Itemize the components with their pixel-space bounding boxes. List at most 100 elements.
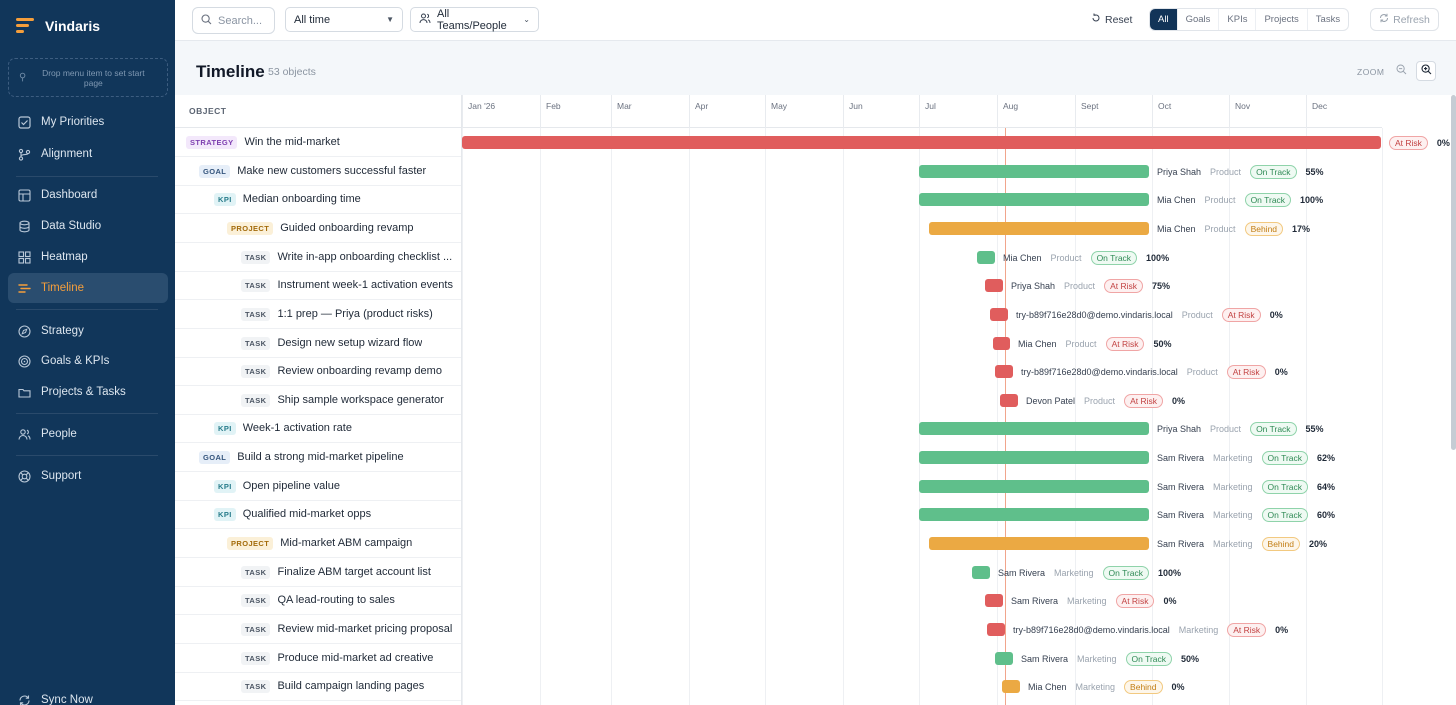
table-row[interactable]: TASK Build campaign landing pages	[175, 672, 461, 701]
sync-icon	[18, 694, 31, 705]
sidebar-item-support[interactable]: Support	[8, 461, 168, 491]
status-badge: At Risk	[1105, 336, 1145, 351]
timeline-bar[interactable]	[1000, 394, 1018, 407]
table-row[interactable]: KPI Median onboarding time	[175, 185, 461, 214]
owner-name: Sam Rivera	[998, 567, 1046, 578]
timeline-bar[interactable]	[985, 594, 1003, 607]
row-meta: Priya Shah Product On Track 55%	[1157, 421, 1324, 436]
row-meta: Priya Shah Product On Track 55%	[1157, 164, 1324, 179]
timeline-bar[interactable]	[919, 193, 1149, 206]
search-box[interactable]	[192, 7, 275, 34]
timeline-bar[interactable]	[919, 451, 1149, 464]
timeline-bar[interactable]	[929, 537, 1149, 550]
filter-kpis[interactable]: KPIs	[1219, 9, 1257, 30]
status-badge: On Track	[1250, 421, 1297, 436]
row-label: Build a strong mid-market pipeline	[237, 451, 404, 463]
timeline-bar[interactable]	[462, 136, 1381, 149]
sidebar-item-dashboard[interactable]: Dashboard	[8, 180, 168, 210]
table-row[interactable]: TASK Produce mid-market ad creative	[175, 644, 461, 673]
type-badge: PROJECT	[227, 221, 274, 235]
filter-all[interactable]: All	[1150, 9, 1178, 30]
zoom-out-button[interactable]	[1391, 61, 1411, 81]
team-filter-select[interactable]: All Teams/People ⌄	[410, 7, 539, 32]
type-badge: GOAL	[199, 450, 231, 464]
timeline-bar[interactable]	[987, 623, 1005, 636]
row-label: Design new setup wizard flow	[277, 337, 423, 349]
owner-name: Priya Shah	[1011, 280, 1056, 291]
brand[interactable]: Vindaris	[16, 17, 100, 35]
timeline-bar[interactable]	[972, 566, 990, 579]
timeline-bar[interactable]	[919, 165, 1149, 178]
timeline-bar[interactable]	[1002, 680, 1020, 693]
owner-name: Devon Patel	[1026, 395, 1076, 406]
timeline-bar[interactable]	[919, 508, 1149, 521]
table-row[interactable]: TASK Review mid-market pricing proposal	[175, 615, 461, 644]
row-meta: Sam Rivera Marketing Behind 20%	[1157, 536, 1327, 551]
sidebar-item-projects-tasks[interactable]: Projects & Tasks	[8, 377, 168, 407]
sidebar-item-strategy[interactable]: Strategy	[8, 316, 168, 346]
table-row[interactable]: TASK Write in-app onboarding checklist ..…	[175, 243, 461, 272]
filter-goals[interactable]: Goals	[1178, 9, 1220, 30]
status-badge: Behind	[1244, 221, 1284, 236]
row-meta: Mia Chen Product At Risk 50%	[1018, 336, 1172, 351]
row-label: Review mid-market pricing proposal	[277, 623, 453, 635]
table-row[interactable]: TASK QA lead-routing to sales	[175, 586, 461, 615]
status-badge: On Track	[1125, 651, 1173, 666]
timeline-bar[interactable]	[919, 422, 1149, 435]
table-row[interactable]: KPI Qualified mid-market opps	[175, 500, 461, 529]
sidebar-item-heatmap[interactable]: Heatmap	[8, 242, 168, 272]
table-row[interactable]: TASK 1:1 prep — Priya (product risks)	[175, 300, 461, 329]
type-badge: GOAL	[199, 164, 231, 178]
type-badge: TASK	[241, 336, 271, 350]
timeline-bar[interactable]	[995, 652, 1013, 665]
time-filter-select[interactable]: All time ▼	[285, 7, 403, 32]
sidebar-item-my-priorities[interactable]: My Priorities	[8, 107, 168, 137]
timeline-bar[interactable]	[919, 480, 1149, 493]
refresh-button[interactable]: Refresh	[1370, 8, 1439, 31]
filter-projects[interactable]: Projects	[1256, 9, 1308, 30]
progress-percent: 55%	[1305, 423, 1324, 434]
sidebar-item-goals-kpis[interactable]: Goals & KPIs	[8, 346, 168, 376]
reset-button[interactable]: Reset	[1091, 13, 1132, 26]
sidebar-item-data-studio[interactable]: Data Studio	[8, 211, 168, 241]
timeline-bar[interactable]	[977, 251, 995, 264]
start-page-dropzone[interactable]: ⚲ Drop menu item to set start page	[8, 58, 168, 97]
type-badge: TASK	[241, 565, 271, 579]
table-row[interactable]: STRATEGY Win the mid-market	[175, 128, 461, 157]
row-meta: Sam Rivera Marketing On Track 60%	[1157, 507, 1335, 522]
table-row[interactable]: TASK Finalize ABM target account list	[175, 558, 461, 587]
table-row[interactable]: GOAL Build a strong mid-market pipeline	[175, 443, 461, 472]
table-row[interactable]: TASK Review onboarding revamp demo	[175, 357, 461, 386]
sidebar-item-label: Goals & KPIs	[41, 355, 110, 367]
table-row[interactable]: TASK Ship sample workspace generator	[175, 386, 461, 415]
status-badge: On Track	[1244, 192, 1292, 207]
timeline-bar[interactable]	[995, 365, 1013, 378]
progress-percent: 100%	[1300, 194, 1324, 205]
table-row[interactable]: PROJECT Mid-market ABM campaign	[175, 529, 461, 558]
zoom-in-icon	[1420, 64, 1432, 78]
sidebar-item-alignment[interactable]: Alignment	[8, 139, 168, 169]
timeline-bar[interactable]	[990, 308, 1008, 321]
timeline-bar[interactable]	[929, 222, 1149, 235]
progress-percent: 50%	[1181, 653, 1200, 664]
zoom-out-icon	[1396, 64, 1407, 78]
table-row[interactable]: PROJECT Guided onboarding revamp	[175, 214, 461, 243]
vertical-scrollbar[interactable]	[1451, 95, 1456, 450]
sidebar-item-timeline[interactable]: Timeline	[8, 273, 168, 303]
table-row[interactable]: GOAL Make new customers successful faster	[175, 157, 461, 186]
timeline-bar[interactable]	[993, 337, 1010, 350]
table-row[interactable]: KPI Week-1 activation rate	[175, 414, 461, 443]
filter-tasks[interactable]: Tasks	[1315, 14, 1341, 25]
sync-now-button[interactable]: Sync Now	[8, 685, 168, 705]
owner-name: Sam Rivera	[1157, 538, 1205, 549]
progress-percent: 0%	[1163, 595, 1177, 606]
search-input[interactable]	[218, 14, 274, 27]
sidebar-item-people[interactable]: People	[8, 419, 168, 449]
table-row[interactable]: TASK Design new setup wizard flow	[175, 329, 461, 358]
object-type-filter: All Goals KPIs Projects Tasks	[1149, 8, 1350, 31]
row-meta: Devon Patel Product At Risk 0%	[1026, 393, 1185, 408]
table-row[interactable]: TASK Instrument week-1 activation events	[175, 271, 461, 300]
zoom-in-button[interactable]	[1416, 61, 1436, 81]
table-row[interactable]: KPI Open pipeline value	[175, 472, 461, 501]
timeline-bar[interactable]	[985, 279, 1003, 292]
